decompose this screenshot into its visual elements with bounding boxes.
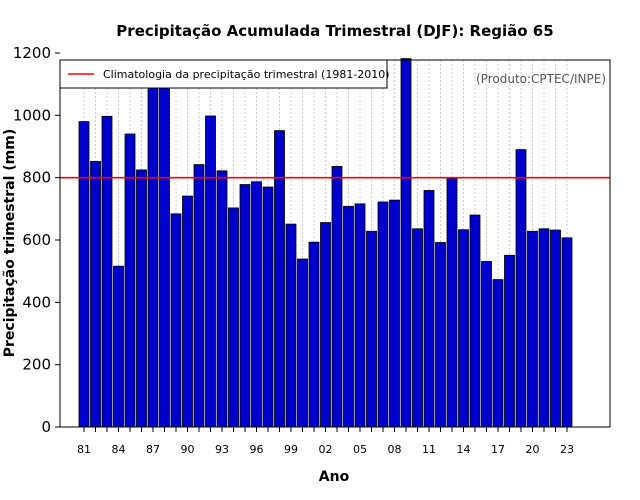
y-axis: 0 200 400 600 800 1000 1200: [13, 44, 60, 436]
x-tick-label-96: 96: [250, 443, 264, 456]
x-tick-label-17: 17: [491, 443, 505, 456]
x-tick-label-14: 14: [457, 443, 471, 456]
bar-03: [331, 166, 343, 428]
bar-90: [182, 195, 193, 428]
y-tick-label-1200: 1200: [13, 44, 51, 62]
y-tick-label-600: 600: [22, 231, 51, 249]
bar-21: [538, 228, 550, 428]
bar-14: [458, 229, 469, 428]
x-tick-label-05: 05: [353, 443, 367, 456]
bar-01: [308, 241, 320, 428]
legend: Climatologia da precipitação trimestral …: [59, 59, 390, 89]
bar-10: [412, 228, 423, 428]
bar-06: [366, 230, 377, 428]
bar-22: [550, 229, 561, 428]
bar-07: [377, 201, 389, 428]
y-tick-label-1000: 1000: [13, 106, 51, 124]
bar-23: [561, 237, 573, 428]
bar-97: [262, 186, 274, 428]
bar-09: [400, 58, 412, 428]
bar-20: [527, 230, 538, 428]
x-tick-label-02: 02: [319, 443, 333, 456]
x-axis: 81 84 87 90 93 96 99 02 05 08 11 14 17 20 23: [77, 427, 574, 456]
bar-86: [136, 169, 147, 428]
x-tick-label-93: 93: [215, 443, 229, 456]
bar-15: [469, 214, 481, 428]
x-tick-label-08: 08: [388, 443, 402, 456]
bar-93: [216, 170, 228, 428]
bar-04: [343, 205, 354, 428]
bar-82: [90, 161, 101, 428]
bar-19: [515, 149, 527, 428]
x-tick-label-99: 99: [284, 443, 298, 456]
bar-13: [446, 177, 458, 428]
bar-83: [101, 115, 113, 428]
source-note: (Produto:CPTEC/INPE): [476, 72, 606, 86]
x-tick-label-20: 20: [526, 443, 540, 456]
x-tick-label-23: 23: [560, 443, 574, 456]
bar-88: [159, 68, 170, 428]
y-tick-label-200: 200: [22, 356, 51, 374]
bar-11: [423, 190, 435, 428]
x-tick-label-87: 87: [146, 443, 160, 456]
bar-08: [389, 199, 400, 428]
bar-81: [78, 121, 90, 428]
bar-16: [481, 261, 492, 428]
chart-title: Precipitação Acumulada Trimestral (DJF):…: [116, 22, 553, 40]
bar-92: [205, 115, 216, 428]
legend-box: [59, 59, 388, 89]
y-axis-label: Precipitação trimestral (mm): [2, 129, 18, 357]
bar-12: [435, 242, 446, 428]
legend-label: Climatologia da precipitação trimestral …: [103, 68, 390, 81]
bar-18: [504, 254, 515, 428]
y-tick-label-800: 800: [22, 169, 51, 187]
x-axis-label: Ano: [319, 469, 350, 485]
bar-94: [228, 207, 239, 428]
bar-98: [274, 130, 285, 428]
bar-96: [251, 181, 262, 428]
bar-95: [239, 184, 251, 428]
x-tick-label-90: 90: [181, 443, 195, 456]
bar-05: [354, 203, 366, 428]
bar-89: [170, 213, 182, 428]
x-tick-label-84: 84: [112, 443, 126, 456]
x-tick-label-81: 81: [77, 443, 91, 456]
bar-17: [492, 279, 504, 428]
bar-02: [320, 222, 331, 428]
x-tick-label-11: 11: [422, 443, 436, 456]
bar-99: [285, 223, 297, 428]
y-tick-label-400: 400: [22, 293, 51, 311]
bar-84: [113, 265, 124, 428]
bar-00: [297, 258, 308, 428]
bar-87: [147, 68, 159, 428]
bar-91: [193, 164, 205, 428]
bars: [78, 58, 573, 428]
y-tick-label-0: 0: [41, 418, 51, 436]
